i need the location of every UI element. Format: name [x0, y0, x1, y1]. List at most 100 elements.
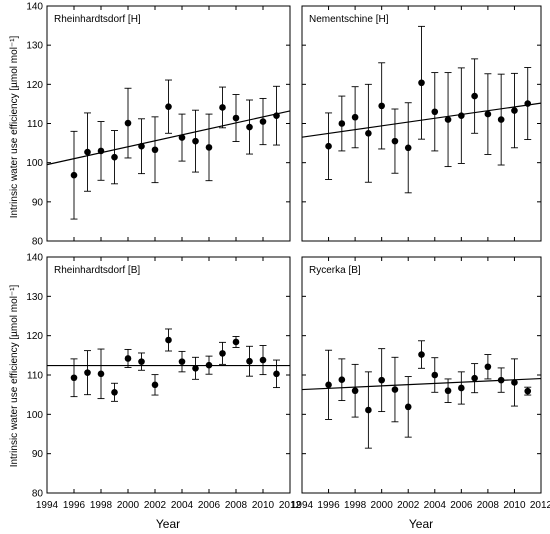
data-point-2-2011 [273, 370, 280, 378]
data-point-0-2003 [165, 103, 172, 110]
x-tick-label-3-1994: 1994 [291, 500, 314, 511]
data-point-3-2002 [404, 403, 412, 411]
x-tick-label-3-2008: 2008 [477, 500, 500, 511]
x-tick-label-2-1998: 1998 [90, 500, 113, 511]
data-point-3-2005 [444, 387, 452, 395]
data-point-3-2004 [431, 371, 439, 379]
x-tick-label-2-2006: 2006 [198, 500, 221, 511]
y-tick-label-0-90: 90 [32, 197, 44, 208]
data-point-2-2002 [151, 381, 159, 389]
y-tick-label-0-120: 120 [26, 80, 43, 91]
x-tick-label-3-2006: 2006 [450, 500, 473, 511]
data-point-2-1996 [70, 374, 78, 382]
plot-frame-2 [46, 256, 291, 494]
data-point-0-2006 [205, 144, 213, 151]
x-tick-label-3-2010: 2010 [503, 500, 526, 511]
y-tick-label-2-90: 90 [32, 449, 44, 460]
data-point-2-2010 [259, 356, 267, 364]
y-tick-label-2-130: 130 [26, 292, 43, 303]
x-tick-label-2-2002: 2002 [144, 500, 167, 511]
data-point-3-2006 [458, 384, 465, 392]
data-point-1-1997 [338, 120, 346, 127]
y-tick-label-2-140: 140 [26, 253, 43, 264]
data-point-1-2000 [378, 102, 385, 110]
y-tick-label-2-110: 110 [27, 371, 43, 382]
x-tick-label-3-2002: 2002 [397, 500, 420, 511]
y-axis-label-top: Intrinsic water use efficiency [µmol mol… [9, 35, 20, 218]
data-point-2-2006 [205, 361, 213, 369]
data-point-0-2007 [219, 104, 226, 111]
y-tick-label-2-80: 80 [32, 489, 44, 500]
data-point-2-2001 [138, 358, 145, 365]
data-point-3-2009 [497, 376, 505, 384]
data-point-3-2011 [524, 387, 532, 395]
x-tick-label-2-1996: 1996 [63, 500, 86, 511]
data-point-3-2010 [511, 379, 518, 386]
data-point-2-1997 [84, 369, 91, 376]
panel-title-1: Nementschine [H] [309, 14, 389, 25]
data-point-0-2004 [178, 134, 186, 141]
panel-title-3: Rycerka [B] [309, 265, 361, 276]
data-point-2-2000 [124, 355, 132, 362]
trend-line-3 [301, 377, 542, 391]
y-axis-label-bottom: Intrinsic water use efficiency [µmol mol… [9, 284, 20, 467]
y-tick-label-0-80: 80 [32, 237, 44, 248]
data-point-1-2004 [431, 108, 439, 116]
y-tick-label-0-100: 100 [26, 158, 43, 169]
data-point-3-1999 [365, 406, 372, 414]
y-tick-label-2-100: 100 [26, 410, 43, 421]
data-point-0-2011 [273, 112, 280, 119]
data-point-3-2008 [484, 363, 492, 371]
x-tick-label-3-2004: 2004 [424, 500, 447, 511]
panel-title-0: Rheinhardtsdorf [H] [54, 14, 141, 25]
data-point-0-2010 [259, 118, 267, 125]
data-point-2-1999 [111, 389, 118, 396]
data-point-3-2000 [378, 376, 385, 384]
plot-frame-3 [301, 256, 542, 494]
y-tick-label-0-110: 110 [27, 119, 43, 130]
data-point-1-2011 [524, 100, 532, 107]
y-tick-label-0-140: 140 [26, 2, 43, 13]
x-tick-label-3-1998: 1998 [344, 500, 367, 511]
data-point-1-2009 [497, 116, 505, 123]
data-point-3-2007 [471, 374, 478, 382]
x-tick-label-2-2000: 2000 [117, 500, 140, 511]
x-tick-label-3-2012: 2012 [530, 500, 550, 511]
x-tick-label-2-2008: 2008 [225, 500, 248, 511]
data-point-2-1998 [97, 370, 105, 378]
x-axis-label-right: Year [409, 517, 433, 531]
data-point-2-2009 [246, 357, 253, 365]
x-tick-label-3-1996: 1996 [317, 500, 340, 511]
data-point-1-2008 [484, 110, 492, 118]
data-point-1-1999 [365, 129, 372, 137]
data-point-1-2007 [471, 92, 478, 100]
data-point-0-1997 [84, 148, 91, 156]
data-point-0-1996 [70, 171, 78, 179]
data-point-1-2010 [511, 107, 518, 114]
data-point-0-2000 [124, 119, 132, 127]
data-point-0-1999 [111, 153, 118, 161]
data-point-0-2008 [232, 114, 240, 122]
data-point-2-2003 [165, 336, 172, 344]
data-point-2-2008 [232, 338, 240, 346]
data-point-3-2003 [418, 351, 425, 358]
data-point-1-2006 [458, 112, 465, 119]
panel-title-2: Rheinhardtsdorf [B] [54, 265, 140, 276]
x-axis-label-left: Year [156, 517, 180, 531]
x-tick-label-2-1994: 1994 [36, 500, 59, 511]
data-point-0-2002 [151, 146, 159, 154]
data-point-3-2001 [391, 386, 399, 393]
y-tick-label-0-130: 130 [26, 41, 43, 52]
data-point-3-1998 [351, 387, 359, 395]
data-point-0-2005 [192, 137, 199, 145]
data-point-2-2004 [178, 358, 186, 365]
y-tick-label-2-120: 120 [26, 331, 43, 342]
x-tick-label-2-2004: 2004 [171, 500, 194, 511]
data-point-1-2001 [391, 137, 399, 145]
x-tick-label-3-2000: 2000 [371, 500, 394, 511]
data-point-0-1998 [97, 147, 105, 155]
data-point-3-1997 [338, 376, 346, 384]
data-point-0-2009 [246, 123, 253, 131]
data-point-1-1996 [325, 142, 332, 150]
